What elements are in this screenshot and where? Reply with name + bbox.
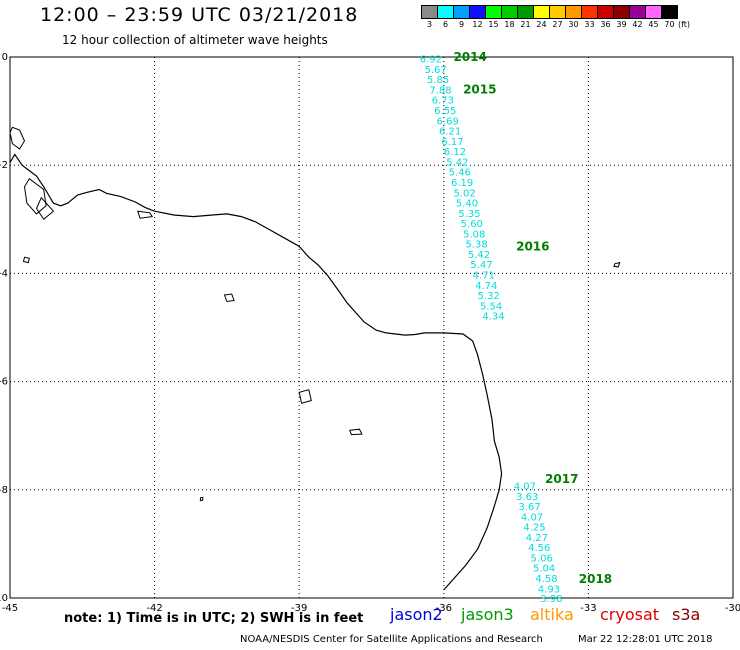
- scale-label: 70: [664, 20, 675, 29]
- wave-height-value: 5.38: [465, 240, 487, 251]
- wave-height-value: 4.71: [473, 270, 495, 281]
- scale-label: 15: [488, 20, 499, 29]
- wave-height-value: 6.55: [434, 106, 456, 117]
- wave-height-value: 5.42: [468, 250, 490, 261]
- wave-height-value: 6.21: [439, 127, 461, 138]
- wave-height-value: 3.63: [516, 492, 538, 503]
- x-tick-label: -30: [725, 603, 740, 614]
- wave-height-value: 5.42: [446, 157, 468, 168]
- wave-height-value: 5.67: [425, 65, 447, 76]
- scale-label: 39: [616, 20, 627, 29]
- time-label: 2018: [579, 572, 612, 586]
- map-title: 12:00 – 23:59 UTC 03/21/2018: [40, 4, 359, 26]
- x-tick-label: -36: [436, 603, 452, 614]
- scale-label: 42: [632, 20, 643, 29]
- wave-height-value: 4.58: [535, 574, 557, 585]
- x-tick-label: -45: [2, 603, 18, 614]
- wave-height-value: 5.40: [456, 199, 478, 210]
- satellite-name: altika: [530, 605, 574, 624]
- scale-unit: (ft): [678, 20, 691, 29]
- y-tick-label: -10: [0, 593, 8, 604]
- scale-label: 36: [600, 20, 611, 29]
- satellite-name: cryosat: [600, 605, 660, 624]
- wave-height-value: 4.93: [538, 584, 560, 595]
- wave-height-value: 5.85: [427, 75, 449, 86]
- wave-height-value: 4.07: [521, 512, 543, 523]
- scale-label: 21: [520, 20, 531, 29]
- scale-label: 9: [458, 20, 465, 29]
- island-outline: [298, 389, 312, 404]
- scale-label: 33: [584, 20, 595, 29]
- wave-height-color-scale: 3 6 9 12 15 18 21 24 27 30 33 36 39 42 45 70 (ft): [421, 5, 690, 31]
- wave-height-value: 4.74: [475, 281, 497, 292]
- x-tick-label: -42: [146, 603, 162, 614]
- scale-label: 12: [472, 20, 483, 29]
- timestamp-text: Mar 22 12:28:01 UTC 2018: [578, 634, 713, 645]
- y-tick-label: -4: [0, 268, 8, 279]
- wave-height-value: 5.47: [470, 260, 492, 271]
- wave-height-value: 4.34: [482, 312, 504, 323]
- wave-height-value: 6.73: [432, 96, 454, 107]
- island-outline: [23, 177, 47, 215]
- satellite-name: s3a: [672, 605, 701, 624]
- wave-height-value: 6.19: [451, 178, 473, 189]
- y-tick-label: -8: [0, 485, 8, 496]
- scale-label: 6: [442, 20, 449, 29]
- x-tick-label: -39: [291, 603, 307, 614]
- island-outline: [199, 496, 204, 502]
- time-label: 2014: [453, 50, 486, 64]
- wave-height-value: 6.69: [437, 116, 459, 127]
- wave-height-value: 6.92: [420, 55, 442, 66]
- scale-label: 30: [568, 20, 579, 29]
- scale-label: 3: [426, 20, 433, 29]
- wave-height-value: 5.06: [531, 553, 553, 564]
- y-tick-label: -2: [0, 160, 8, 171]
- units-note: note: 1) Time is in UTC; 2) SWH is in fe…: [64, 611, 364, 626]
- island-outline: [613, 261, 621, 268]
- wave-height-value: 3.67: [519, 502, 541, 513]
- island-outline: [9, 126, 26, 150]
- island-outline: [22, 256, 30, 264]
- scale-label: 24: [536, 20, 547, 29]
- island-outline: [223, 293, 235, 303]
- island-outline: [35, 196, 55, 221]
- map-frame: [9, 56, 734, 599]
- island-outline: [349, 428, 363, 436]
- satellite-name: jason3: [461, 605, 514, 624]
- wave-height-value: 5.04: [533, 564, 555, 575]
- coastline: [9, 153, 503, 591]
- wave-height-value: 5.60: [461, 219, 483, 230]
- y-tick-label: -6: [0, 377, 8, 388]
- wave-height-value: 3.98: [540, 594, 562, 605]
- credit-text: NOAA/NESDIS Center for Satellite Applica…: [240, 634, 543, 645]
- y-tick-label: 0: [2, 52, 8, 63]
- time-label: 2016: [516, 239, 549, 253]
- wave-height-value: 5.35: [458, 209, 480, 220]
- wave-height-value: 5.02: [453, 188, 475, 199]
- scale-label: 27: [552, 20, 563, 29]
- scale-swatch: [661, 5, 678, 19]
- wave-height-value: 4.25: [523, 523, 545, 534]
- wave-height-value: 5.32: [478, 291, 500, 302]
- map-subtitle: 12 hour collection of altimeter wave hei…: [62, 33, 328, 47]
- satellite-name: jason2: [390, 605, 443, 624]
- wave-height-value: 6.12: [444, 147, 466, 158]
- island-outline: [136, 210, 154, 219]
- wave-height-value: 7.88: [429, 85, 451, 96]
- wave-height-value: 4.27: [526, 533, 548, 544]
- wave-height-value: 5.46: [449, 168, 471, 179]
- scale-label: 18: [504, 20, 515, 29]
- scale-label: 45: [648, 20, 659, 29]
- wave-height-value: 4.56: [528, 543, 550, 554]
- wave-height-value: 5.08: [463, 229, 485, 240]
- time-label: 2017: [545, 472, 578, 486]
- wave-height-value: 4.07: [514, 481, 536, 492]
- wave-height-value: 6.17: [441, 137, 463, 148]
- time-label: 2015: [463, 82, 496, 96]
- x-tick-label: -33: [580, 603, 596, 614]
- wave-height-value: 5.54: [480, 301, 502, 312]
